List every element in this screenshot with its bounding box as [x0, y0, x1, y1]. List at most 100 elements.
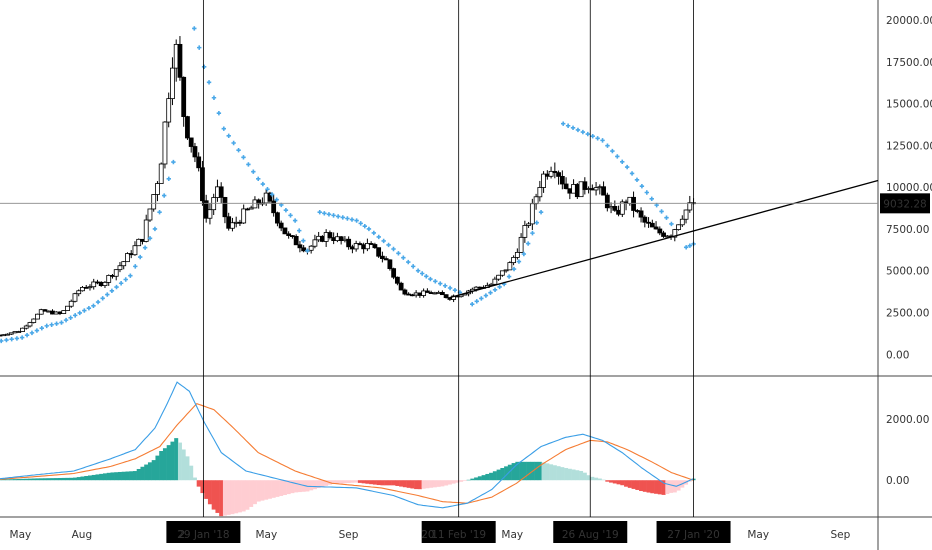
sar-point — [68, 315, 73, 320]
sar-point — [683, 245, 689, 250]
macd-histogram-bar — [226, 480, 231, 515]
macd-histogram-bar — [579, 470, 584, 481]
candle-body — [679, 218, 685, 226]
candle-body — [511, 257, 516, 264]
macd-histogram-bar — [249, 480, 254, 507]
macd-histogram-bar — [245, 480, 250, 510]
macd-histogram-bar — [541, 462, 546, 481]
macd-histogram-bar — [95, 474, 100, 481]
candle-body — [376, 247, 382, 257]
sar-point — [269, 192, 275, 197]
macd-histogram-bar — [459, 480, 464, 482]
candle-body — [271, 200, 277, 214]
macd-histogram-bar — [76, 477, 81, 481]
parabolic-sar-series — [0, 26, 696, 344]
sar-point — [659, 209, 664, 214]
sar-point — [560, 121, 566, 126]
macd-histogram-bar — [571, 469, 576, 481]
candle-body — [548, 170, 554, 177]
sar-point — [142, 245, 148, 250]
sar-point — [391, 246, 396, 252]
macd-histogram-bar — [132, 471, 137, 481]
sar-point — [152, 226, 158, 232]
trendline-layer[interactable] — [0, 179, 879, 299]
macd-histogram-bar — [624, 480, 629, 487]
macd-histogram-bar — [200, 480, 205, 494]
candle-body — [35, 313, 40, 320]
candle-body — [601, 186, 606, 196]
macd-histogram-bar — [519, 461, 524, 481]
sar-point — [590, 133, 595, 139]
sar-point — [396, 251, 401, 256]
macd-histogram-bar — [144, 464, 149, 481]
macd-histogram-bar — [301, 480, 306, 492]
candle-body — [200, 167, 205, 202]
macd-histogram-bar — [279, 480, 284, 496]
price-tick-label: 17500.00 — [886, 57, 932, 69]
sar-point — [624, 164, 630, 170]
macd-histogram-bar — [159, 451, 164, 481]
sar-point — [72, 313, 78, 318]
macd-histogram-bar — [211, 480, 216, 510]
sar-point — [82, 308, 87, 313]
macd-histogram-bar — [380, 480, 385, 486]
sar-point — [376, 234, 381, 240]
macd-histogram-bar — [627, 480, 632, 488]
time-tick-label: Sep — [339, 529, 359, 541]
candle-body — [80, 286, 85, 292]
macd-histogram-bar — [162, 448, 167, 481]
candle-body — [248, 207, 254, 210]
macd-histogram-bar — [477, 476, 482, 481]
sar-point — [615, 154, 620, 159]
sar-point — [585, 131, 590, 137]
sar-point — [492, 287, 498, 293]
candle-body — [631, 196, 636, 211]
candle-body — [72, 293, 78, 302]
candlestick-series — [0, 36, 696, 337]
macd-histogram-bar — [421, 480, 426, 489]
macd-histogram-bar — [1, 479, 6, 481]
candle-body — [121, 261, 127, 267]
macd-histogram-bar — [567, 468, 572, 481]
candle-body — [439, 291, 445, 296]
macd-histogram-bar — [215, 480, 220, 513]
sar-point — [629, 171, 635, 176]
macd-histogram-bar — [590, 476, 595, 481]
macd-histogram-bar — [222, 480, 227, 516]
candle-body — [391, 268, 397, 278]
candle-body — [166, 98, 172, 123]
sar-point — [371, 230, 377, 236]
time-tick-label: Sep — [830, 529, 850, 541]
macd-histogram-bar — [432, 480, 437, 488]
sar-point — [39, 326, 45, 331]
candle-body — [297, 244, 303, 249]
candle-body — [162, 121, 168, 165]
sar-point — [105, 292, 110, 297]
sar-point — [265, 187, 270, 192]
sar-point — [226, 133, 231, 139]
candle-body — [147, 208, 153, 221]
candle-body — [278, 222, 284, 229]
sar-point — [447, 285, 453, 291]
macd-histogram-bar — [181, 449, 186, 481]
macd-histogram-bar — [560, 467, 565, 481]
sar-point — [216, 111, 222, 116]
sar-point — [424, 274, 429, 279]
sar-point — [297, 228, 302, 233]
sar-point — [506, 274, 512, 279]
sar-point — [100, 296, 105, 301]
candle-body — [522, 225, 528, 238]
macd-histogram-bar — [189, 465, 194, 481]
macd-histogram-bar — [27, 478, 32, 481]
macd-histogram-bar — [365, 480, 370, 484]
candle-body — [286, 233, 292, 236]
candle-body — [132, 245, 138, 256]
macd-histogram-bar — [69, 477, 74, 481]
macd-histogram-bar — [129, 471, 134, 481]
macd-histogram-bar — [489, 472, 494, 481]
sar-point — [634, 177, 640, 183]
sar-point — [565, 123, 571, 128]
macd-histogram-bar — [331, 480, 336, 484]
sar-point — [231, 140, 236, 146]
